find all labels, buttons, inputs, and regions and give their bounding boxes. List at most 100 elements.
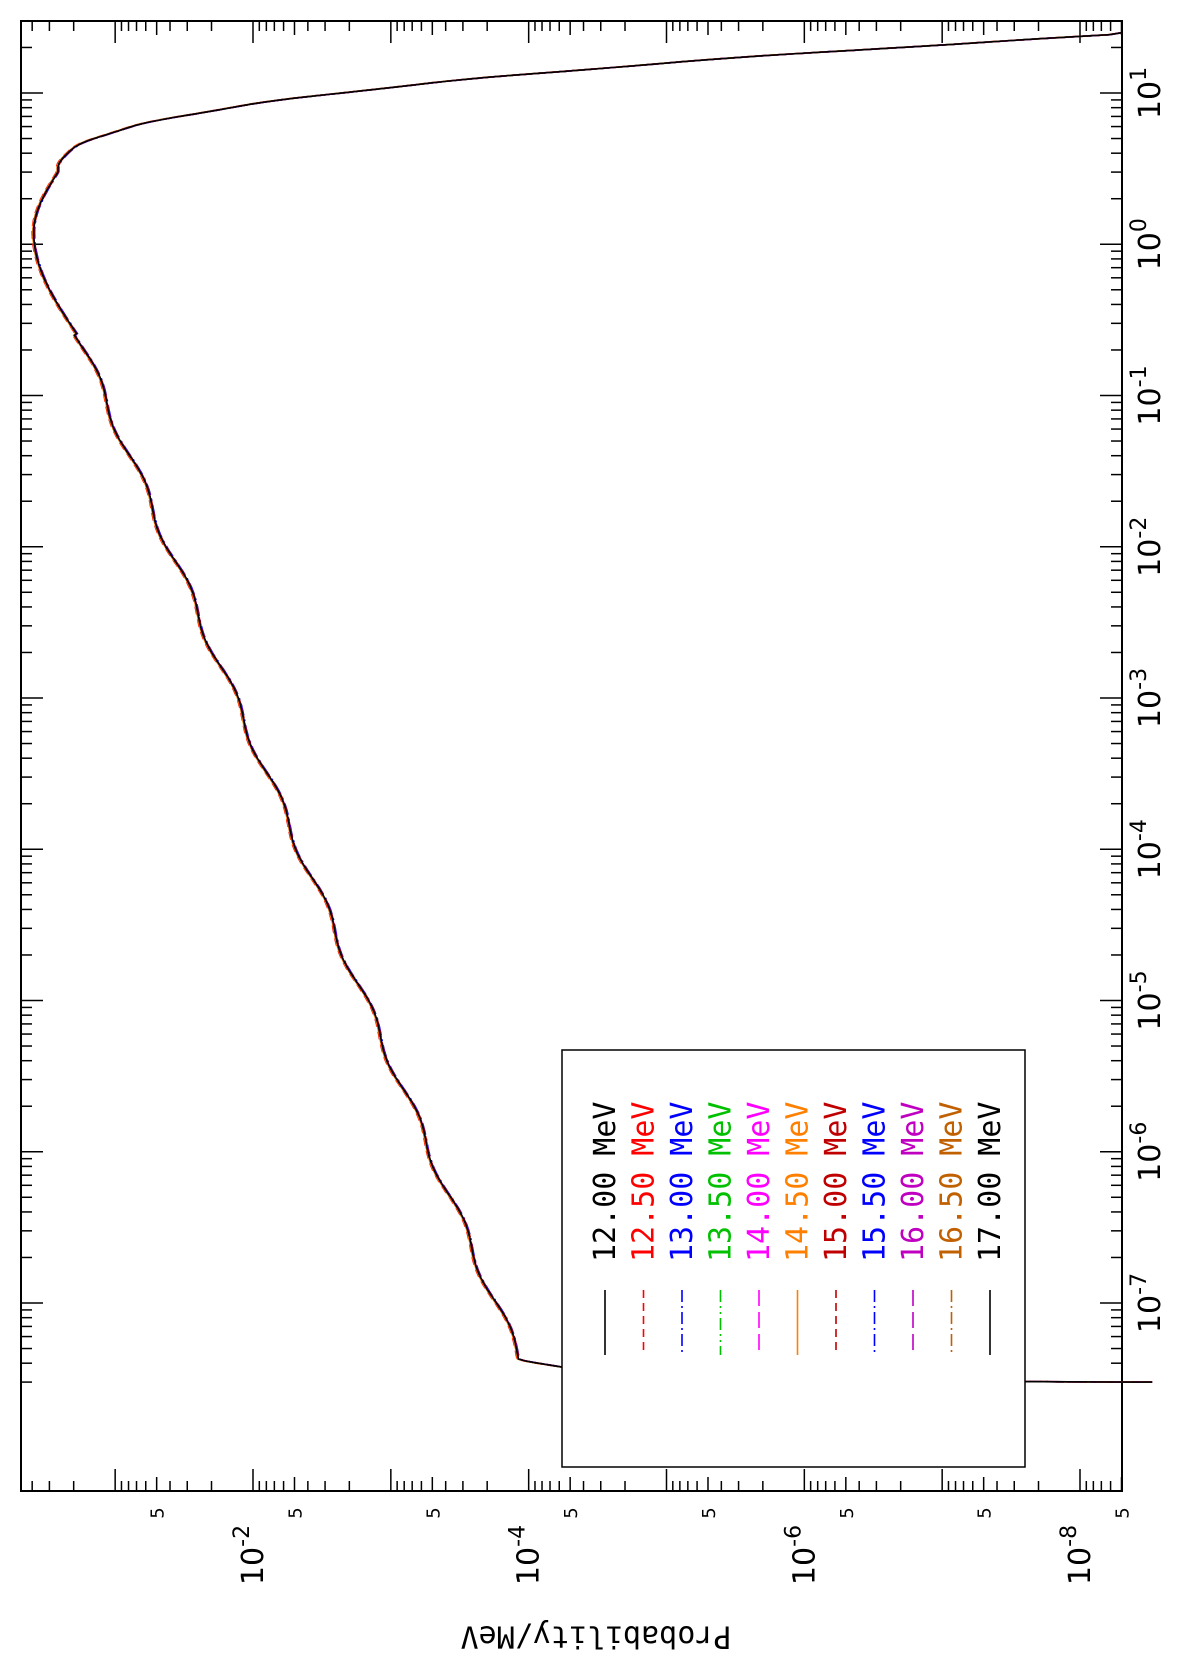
x-tick-label-text: 101 (1127, 67, 1168, 119)
legend-label-unit: MeV (588, 1102, 623, 1156)
legend-label-unit: MeV (858, 1102, 893, 1156)
x-tick-label-base: 10 (1133, 81, 1168, 119)
x-tick-label-base: 10 (1133, 232, 1168, 270)
x-tick-label: 10-7 (1127, 1273, 1168, 1333)
legend-entry: 13.50 MeV (704, 1102, 739, 1263)
legend-label-value: 12.00 (588, 1172, 623, 1262)
y-tick-label-base: 10 (512, 1547, 547, 1585)
y-tick-label-exp: -4 (506, 1525, 531, 1547)
plot-frame (20, 20, 1123, 1492)
y-minor-tick-label-text: 5 (699, 1507, 720, 1518)
legend-label-unit: MeV (781, 1102, 816, 1156)
y-minor-tick-label-text: 5 (975, 1507, 996, 1518)
x-tick-label-exp: -6 (1127, 1122, 1152, 1144)
legend-label: 12.50 MeV (627, 1102, 662, 1263)
y-tick-label: 10-2 (230, 1525, 271, 1585)
x-tick-label-base: 10 (1133, 387, 1168, 425)
y-minor-tick-label-text: 5 (285, 1507, 306, 1518)
legend-entry: 16.00 MeV (896, 1102, 931, 1263)
legend-label-value: 13.50 (704, 1172, 739, 1262)
y-minor-tick-label: 5 (148, 1507, 169, 1518)
legend-label: 13.50 MeV (704, 1102, 739, 1263)
legend-label-value: 12.50 (627, 1172, 662, 1262)
x-tick-label: 101 (1127, 67, 1168, 119)
legend-entry: 12.00 MeV (588, 1102, 623, 1263)
x-tick-label-text: 10-5 (1127, 970, 1168, 1030)
y-minor-tick-label-text: 5 (1112, 1507, 1133, 1518)
y-minor-tick-label: 5 (1112, 1507, 1133, 1518)
axis-tick-labels: 10-710-610-510-410-310-210-110010110-810… (148, 67, 1168, 1585)
legend-label-unit: MeV (973, 1102, 1008, 1156)
legend-label-value: 16.50 (935, 1172, 970, 1262)
x-tick-label: 10-1 (1127, 365, 1168, 425)
legend-box (561, 1049, 1026, 1468)
legend-label-value: 14.00 (742, 1172, 777, 1262)
x-tick-label-base: 10 (1133, 690, 1168, 728)
x-tick-label: 100 (1127, 218, 1168, 270)
legend-entry: 14.00 MeV (742, 1102, 777, 1263)
y-tick-label-base: 10 (236, 1547, 271, 1585)
y-axis-label-text: Probability/MeV (461, 1619, 732, 1654)
x-tick-label: 10-2 (1127, 517, 1168, 577)
legend-label-value: 13.00 (665, 1172, 700, 1262)
y-minor-tick-label-text: 5 (148, 1507, 169, 1518)
legend-label-value: 15.00 (819, 1172, 854, 1262)
y-minor-tick-label: 5 (423, 1507, 444, 1518)
legend-label: 17.00 MeV (973, 1102, 1008, 1263)
legend: 12.00MeV12.50MeV13.00MeV13.50MeV14.00MeV… (561, 1049, 1026, 1468)
legend-entry: 15.50 MeV (858, 1102, 893, 1263)
x-tick-label-exp: 1 (1127, 67, 1152, 81)
legend-entry: 17.00 MeV (973, 1102, 1008, 1263)
y-tick-label-base: 10 (1063, 1547, 1098, 1585)
y-minor-tick-label-text: 5 (423, 1507, 444, 1518)
x-tick-label-base: 10 (1133, 539, 1168, 577)
y-minor-tick-label-text: 5 (837, 1507, 858, 1518)
axis-ticks (21, 21, 1123, 1491)
y-minor-tick-label: 5 (975, 1507, 996, 1518)
legend-label: 16.00 MeV (896, 1102, 931, 1263)
x-tick-label-base: 10 (1133, 1144, 1168, 1182)
legend-label-unit: MeV (704, 1102, 739, 1156)
legend-entry: 13.00 MeV (665, 1102, 700, 1263)
legend-label: 13.00 MeV (665, 1102, 700, 1263)
x-tick-label-text: 10-7 (1127, 1273, 1168, 1333)
x-tick-label: 10-6 (1127, 1122, 1168, 1182)
legend-label: 16.50 MeV (935, 1102, 970, 1263)
y-tick-label-exp: -8 (1057, 1525, 1082, 1547)
legend-label-value: 17.00 (973, 1172, 1008, 1262)
x-tick-label-base: 10 (1133, 992, 1168, 1030)
x-tick-label-text: 10-4 (1127, 819, 1168, 879)
x-tick-label-text: 10-6 (1127, 1122, 1168, 1182)
x-tick-label-text: 100 (1127, 218, 1168, 270)
y-minor-tick-label: 5 (837, 1507, 858, 1518)
legend-label-value: 14.50 (781, 1172, 816, 1262)
x-tick-label-text: 10-1 (1127, 365, 1168, 425)
legend-label: 14.50 MeV (781, 1102, 816, 1263)
x-tick-label-exp: 0 (1127, 218, 1152, 232)
legend-label-value: 16.00 (896, 1172, 931, 1262)
legend-label: 15.50 MeV (858, 1102, 893, 1263)
y-minor-tick-label: 5 (561, 1507, 582, 1518)
x-tick-label-exp: -7 (1127, 1273, 1152, 1295)
legend-label-unit: MeV (935, 1102, 970, 1156)
legend-label-value: 15.50 (858, 1172, 893, 1262)
x-tick-label-exp: -2 (1127, 517, 1152, 539)
y-tick-label-text: 10-8 (1057, 1525, 1098, 1585)
legend-label-unit: MeV (896, 1102, 931, 1156)
x-tick-label-text: 10-2 (1127, 517, 1168, 577)
y-minor-tick-label: 5 (699, 1507, 720, 1518)
legend-entry: 14.50 MeV (781, 1102, 816, 1263)
y-tick-label: 10-6 (781, 1525, 822, 1585)
legend-label-unit: MeV (742, 1102, 777, 1156)
y-tick-label-text: 10-4 (506, 1525, 547, 1585)
y-tick-label-base: 10 (787, 1547, 822, 1585)
x-tick-label: 10-4 (1127, 819, 1168, 879)
y-tick-label: 10-4 (506, 1525, 547, 1585)
x-tick-label-exp: -3 (1127, 668, 1152, 690)
x-tick-label-exp: -4 (1127, 819, 1152, 841)
x-tick-label-exp: -5 (1127, 970, 1152, 992)
y-minor-tick-label: 5 (285, 1507, 306, 1518)
x-tick-label-base: 10 (1133, 841, 1168, 879)
legend-entry: 12.50 MeV (627, 1102, 662, 1263)
